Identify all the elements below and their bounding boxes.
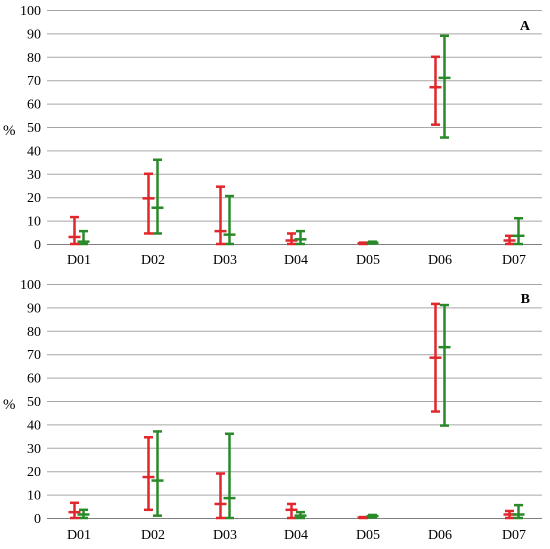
panel-label: B <box>521 292 530 307</box>
y-tick-label: 30 <box>27 168 41 183</box>
y-tick-label: 40 <box>27 144 41 159</box>
error-bar <box>151 430 164 517</box>
y-tick-label: 50 <box>27 121 41 136</box>
error-bar <box>294 510 307 520</box>
error-bar <box>77 229 90 246</box>
y-tick-label: 90 <box>27 301 41 316</box>
x-tick-label: D01 <box>67 253 91 268</box>
chart-panel-b: 0 10 20 30 40 50 60 70 80 90 100% B D01 D02 D03 D04 D05 D… <box>3 278 542 543</box>
x-tick-label: D02 <box>141 253 165 268</box>
error-bar <box>438 303 451 427</box>
error-bar <box>438 34 451 139</box>
error-bar <box>294 229 307 246</box>
error-bar <box>142 172 155 235</box>
error-bar <box>68 215 81 246</box>
y-axis-label: % <box>3 397 16 413</box>
error-bar <box>366 240 379 245</box>
x-tick-label: D04 <box>284 253 308 268</box>
error-bar <box>285 502 298 520</box>
error-bar <box>68 501 81 520</box>
error-bar <box>77 508 90 520</box>
y-tick-label: 80 <box>27 51 41 66</box>
y-tick-label: 40 <box>27 418 41 433</box>
y-tick-label: 0 <box>34 238 41 253</box>
y-tick-label: 50 <box>27 395 41 410</box>
y-tick-label: 90 <box>27 27 41 42</box>
x-tick-label: D02 <box>141 528 165 543</box>
y-tick-label: 30 <box>27 442 41 457</box>
x-tick-label: D03 <box>213 528 237 543</box>
x-tick-label: D07 <box>502 253 526 268</box>
x-tick-label: D04 <box>284 528 308 543</box>
y-tick-label: 70 <box>27 348 41 363</box>
error-bar <box>512 503 525 520</box>
y-tick-label: 20 <box>27 191 41 206</box>
error-bar <box>223 194 236 246</box>
error-bar <box>223 432 236 520</box>
x-tick-label: D03 <box>213 253 237 268</box>
x-tick-label: D06 <box>428 253 452 268</box>
error-bar <box>151 158 164 235</box>
y-tick-label: 10 <box>27 215 41 230</box>
error-bar <box>142 436 155 512</box>
error-bar <box>366 513 379 519</box>
y-tick-label: 100 <box>20 278 41 293</box>
x-tick-label: D07 <box>502 528 526 543</box>
y-tick-label: 10 <box>27 489 41 504</box>
x-tick-label: D05 <box>356 528 380 543</box>
y-tick-label: 0 <box>34 512 41 527</box>
error-bar <box>429 55 442 126</box>
y-tick-label: 100 <box>20 4 41 19</box>
y-tick-label: 80 <box>27 325 41 340</box>
y-tick-label: 60 <box>27 372 41 387</box>
x-tick-label: D01 <box>67 528 91 543</box>
y-tick-label: 70 <box>27 74 41 89</box>
error-bar <box>512 217 525 246</box>
error-bar <box>429 302 442 413</box>
x-tick-label: D06 <box>428 528 452 543</box>
x-tick-label: D05 <box>356 253 380 268</box>
y-tick-label: 60 <box>27 98 41 113</box>
y-tick-label: 20 <box>27 465 41 480</box>
error-bar <box>214 185 227 246</box>
error-bar <box>214 472 227 520</box>
y-axis-label: % <box>3 123 16 139</box>
panel-label: A <box>520 19 531 34</box>
chart-panel-a: 0 10 20 30 40 50 60 70 80 90 100% A D01 D02 D03 D04 D05 D… <box>3 4 542 268</box>
